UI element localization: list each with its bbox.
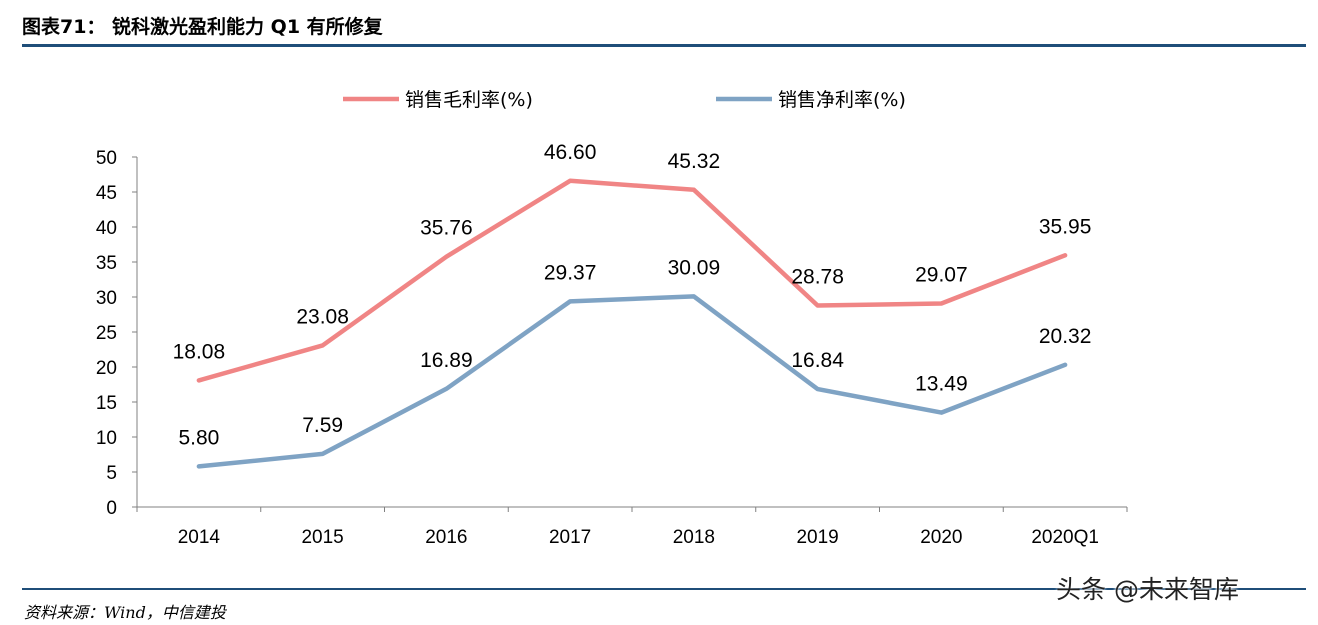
data-label: 5.80 (178, 426, 219, 449)
data-label: 18.08 (173, 340, 226, 363)
series-line-1 (196, 178, 1068, 383)
y-tick-label: 25 (96, 323, 117, 344)
chart-legend: 销售毛利率(%) 销售净利率(%) (343, 89, 906, 111)
data-label: 30.09 (668, 256, 721, 279)
y-tick-label: 30 (96, 288, 117, 309)
chart-data-labels: 18.08 23.08 35.76 46.60 45.32 28.78 29.07 35.95… (173, 141, 1092, 450)
y-tick-label: 35 (96, 253, 117, 274)
x-tick-label: 2017 (549, 527, 591, 548)
header-divider (22, 44, 1306, 47)
data-label: 23.08 (296, 305, 349, 328)
watermark: 头条 @未来智库 (1056, 575, 1239, 604)
chart-axes: 0 5 10 15 20 25 30 35 40 45 50 2014 2015 2016 2017 2018… (96, 148, 1128, 548)
data-label: 46.60 (544, 141, 597, 164)
data-label: 35.76 (420, 217, 473, 240)
x-tick-label: 2014 (178, 527, 221, 548)
y-tick-label: 40 (96, 218, 117, 239)
data-label: 16.89 (420, 349, 473, 372)
data-label: 20.32 (1039, 325, 1092, 348)
x-tick-label: 2019 (796, 527, 838, 548)
data-label: 29.37 (544, 261, 597, 284)
data-label: 13.49 (915, 373, 968, 396)
y-tick-label: 20 (96, 358, 117, 379)
x-tick-label: 2020Q1 (1031, 527, 1099, 548)
series-line-2 (196, 294, 1068, 469)
y-tick-label: 10 (96, 428, 117, 449)
y-tick-label: 0 (106, 498, 117, 519)
x-tick-label: 2018 (673, 527, 715, 548)
y-tick-label: 45 (96, 183, 117, 204)
legend-label-1: 销售毛利率(%) (405, 89, 533, 111)
data-label: 35.95 (1039, 215, 1092, 238)
y-tick-label: 15 (96, 393, 117, 414)
chart-title: 图表71： 锐科激光盈利能力 Q1 有所修复 (22, 16, 383, 38)
data-label: 28.78 (791, 266, 844, 289)
y-tick-label: 50 (96, 148, 117, 169)
data-label: 29.07 (915, 264, 968, 287)
source-note: 资料来源：Wind，中信建投 (24, 603, 226, 622)
legend-label-2: 销售净利率(%) (778, 89, 906, 111)
data-label: 16.84 (791, 349, 844, 372)
data-label: 45.32 (668, 150, 721, 173)
y-tick-label: 5 (106, 463, 117, 484)
data-label: 7.59 (302, 414, 343, 437)
x-tick-label: 2015 (301, 527, 343, 548)
chart-lines (196, 178, 1068, 469)
footer-divider (22, 588, 1306, 590)
x-tick-label: 2020 (920, 527, 962, 548)
x-tick-label: 2016 (425, 527, 467, 548)
